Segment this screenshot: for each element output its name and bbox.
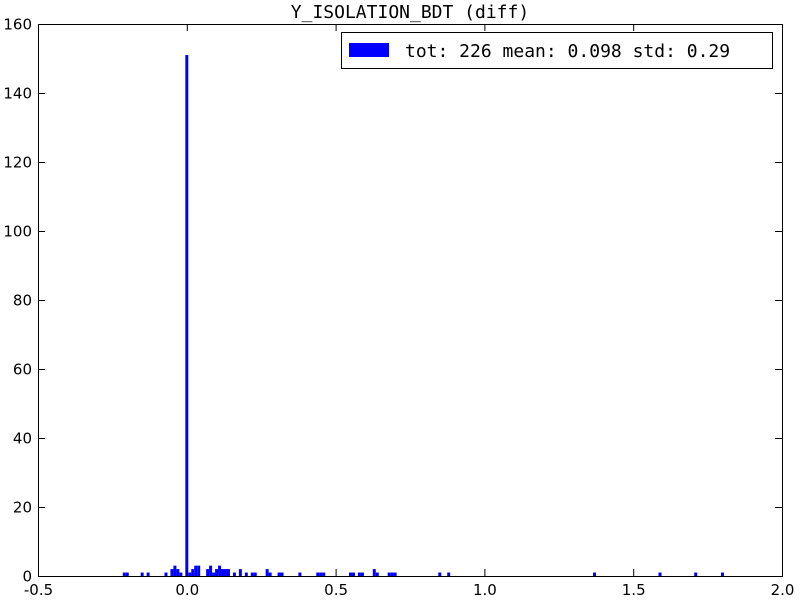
histogram-bar xyxy=(224,569,227,576)
histogram-bar xyxy=(322,572,326,576)
histogram-bar xyxy=(348,572,352,576)
legend-box xyxy=(341,32,773,69)
y-tick-label: 60 xyxy=(13,361,32,379)
histogram-bar xyxy=(185,55,189,577)
histogram-bar xyxy=(593,572,596,576)
histogram-bar xyxy=(170,569,174,576)
histogram-bar xyxy=(218,565,222,576)
histogram-bar xyxy=(277,572,281,576)
y-tick-label: 140 xyxy=(3,85,32,103)
bars-group xyxy=(122,55,724,577)
x-tick-label: 0.5 xyxy=(324,581,348,599)
histogram-bar xyxy=(232,572,236,576)
histogram-bar xyxy=(280,572,284,576)
histogram-bar xyxy=(720,572,724,576)
histogram-bar xyxy=(197,565,201,576)
histogram-bar xyxy=(360,572,364,576)
axis-ticks: -0.5 0.0 0.5 1.0 1.5 2.0 0 20 40 60 80 100 120 140 160 xyxy=(3,16,794,600)
y-tick-label: 40 xyxy=(13,430,32,448)
histogram-bar xyxy=(194,565,198,576)
histogram-bar xyxy=(191,569,195,576)
histogram-bar xyxy=(658,572,662,576)
histogram-bar xyxy=(393,572,397,576)
histogram-bar xyxy=(212,572,216,576)
histogram-bar xyxy=(298,572,302,576)
y-tick-label: 100 xyxy=(3,223,32,241)
histogram-bar xyxy=(268,572,272,576)
histogram-bar xyxy=(694,572,698,576)
histogram-bar xyxy=(226,569,230,576)
legend-label: tot: 226 mean: 0.098 std: 0.29 xyxy=(405,41,730,62)
histogram-bar xyxy=(122,572,126,576)
histogram-bar xyxy=(238,569,242,576)
histogram-bar xyxy=(319,572,323,576)
histogram-bar xyxy=(209,565,213,576)
histogram-bar xyxy=(372,569,376,576)
histogram-bar xyxy=(164,572,168,576)
x-tick-label: -0.5 xyxy=(24,581,53,599)
histogram-bar xyxy=(244,572,248,576)
histogram-bar xyxy=(357,572,361,576)
histogram-bar xyxy=(250,572,254,576)
histogram-bar xyxy=(375,572,379,576)
histogram-bar xyxy=(447,572,451,576)
y-tick-label: 0 xyxy=(22,568,32,586)
histogram-bar xyxy=(173,565,177,576)
x-tick-label: 2.0 xyxy=(771,581,795,599)
histogram-bar xyxy=(221,569,224,576)
histogram-bar xyxy=(253,572,257,576)
histogram-bar xyxy=(176,569,180,576)
legend-swatch xyxy=(349,43,389,57)
histogram-bar xyxy=(387,572,391,576)
y-tick-label: 20 xyxy=(13,499,32,517)
y-tick-label: 80 xyxy=(13,292,32,310)
histogram-bar xyxy=(140,572,144,576)
x-tick-label: 0.0 xyxy=(175,581,199,599)
plot-area-frame xyxy=(38,24,783,577)
x-tick-label: 1.0 xyxy=(473,581,497,599)
histogram-bar xyxy=(438,572,442,576)
histogram-bar xyxy=(390,572,394,576)
chart-title: Y_ISOLATION_BDT (diff) xyxy=(291,2,529,23)
histogram-bar xyxy=(146,572,150,576)
y-tick-label: 160 xyxy=(3,16,32,34)
y-tick-label: 120 xyxy=(3,154,32,172)
histogram-bar xyxy=(179,572,183,576)
legend: tot: 226 mean: 0.098 std: 0.29 xyxy=(341,32,773,69)
histogram-bar xyxy=(351,572,355,576)
histogram-bar xyxy=(188,572,192,576)
histogram-bar xyxy=(206,569,210,576)
x-tick-label: 1.5 xyxy=(622,581,646,599)
histogram-bar xyxy=(265,569,269,576)
histogram-bar xyxy=(316,572,320,576)
histogram-bar xyxy=(125,572,129,576)
histogram-bar xyxy=(215,569,219,576)
